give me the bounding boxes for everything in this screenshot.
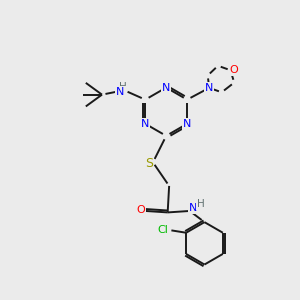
Text: Cl: Cl: [158, 225, 169, 235]
Text: N: N: [116, 87, 125, 97]
Text: N: N: [162, 82, 170, 93]
Text: N: N: [205, 83, 213, 93]
Text: S: S: [146, 157, 153, 170]
Text: H: H: [119, 82, 127, 92]
Text: O: O: [229, 65, 238, 75]
Text: O: O: [136, 206, 145, 215]
Text: N: N: [183, 119, 191, 129]
Text: H: H: [197, 200, 205, 209]
Text: N: N: [188, 203, 197, 213]
Text: N: N: [141, 119, 149, 129]
